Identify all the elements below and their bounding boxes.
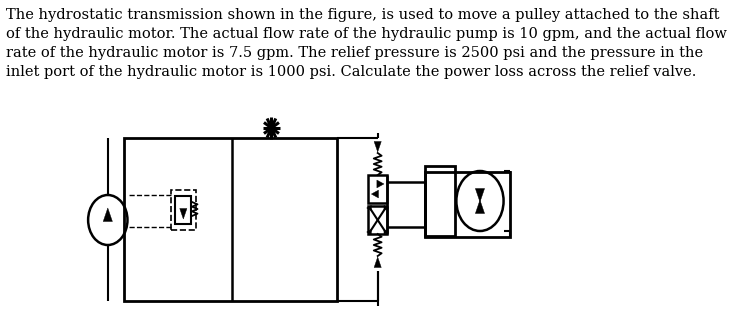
Polygon shape <box>180 208 187 219</box>
Polygon shape <box>103 208 112 221</box>
Polygon shape <box>476 188 484 202</box>
Text: The hydrostatic transmission shown in the figure, is used to move a pulley attac: The hydrostatic transmission shown in th… <box>5 8 726 79</box>
Polygon shape <box>367 229 371 235</box>
Bar <box>425 172 510 237</box>
Polygon shape <box>374 142 381 152</box>
Bar <box>368 175 387 203</box>
Polygon shape <box>384 229 389 235</box>
Polygon shape <box>384 205 389 210</box>
Bar <box>368 206 387 234</box>
Bar <box>176 196 191 224</box>
Polygon shape <box>377 180 384 188</box>
Bar <box>425 166 455 236</box>
Bar <box>171 190 196 230</box>
Polygon shape <box>476 200 484 213</box>
Bar <box>124 138 337 301</box>
Polygon shape <box>371 190 379 198</box>
Polygon shape <box>374 257 381 267</box>
Polygon shape <box>367 205 371 210</box>
